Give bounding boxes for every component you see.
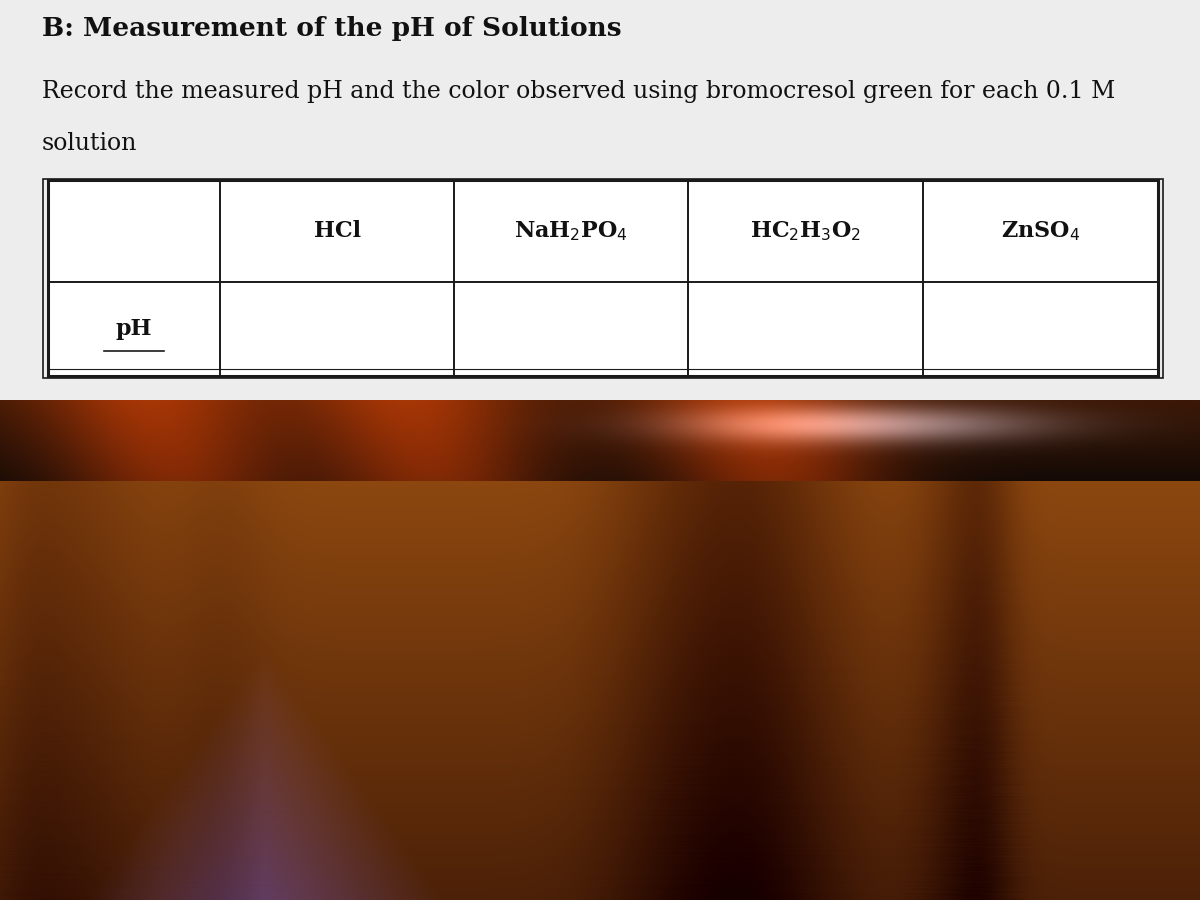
Text: ZnSO$_4$: ZnSO$_4$: [1001, 220, 1080, 243]
Text: solution: solution: [42, 132, 137, 155]
Bar: [48, 180, 1158, 376]
Text: B: Measurement of the pH of Solutions: B: Measurement of the pH of Solutions: [42, 16, 622, 41]
Bar: [48, 180, 1158, 376]
Text: NaH$_2$PO$_4$: NaH$_2$PO$_4$: [515, 220, 629, 243]
Text: Record the measured pH and the color observed using bromocresol green for each 0: Record the measured pH and the color obs…: [42, 80, 1115, 104]
Bar: [43, 178, 1163, 378]
Text: pH: pH: [115, 319, 152, 340]
Text: HC$_2$H$_3$O$_2$: HC$_2$H$_3$O$_2$: [750, 220, 862, 243]
Text: HCl: HCl: [313, 220, 361, 242]
